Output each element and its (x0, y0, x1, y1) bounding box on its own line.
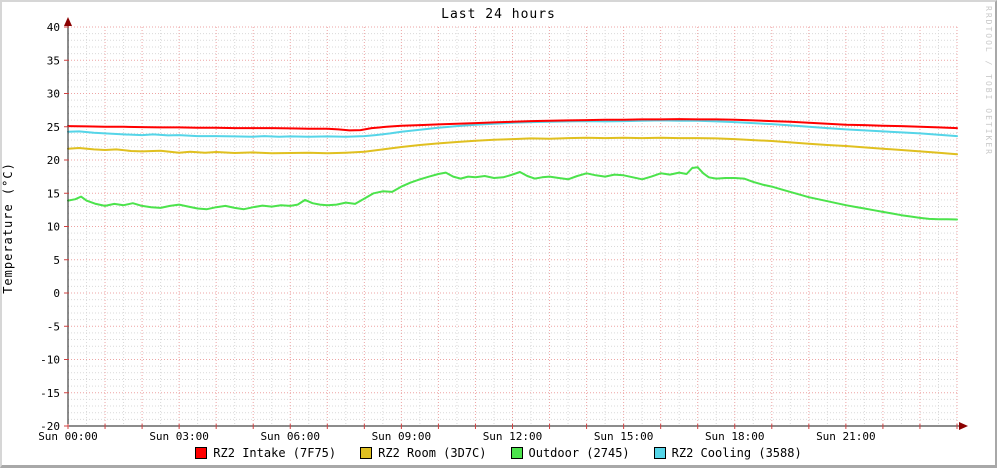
x-axis-arrow (959, 422, 968, 430)
x-tick-label: Sun 03:00 (149, 430, 209, 443)
y-tick-label: 30 (47, 88, 60, 101)
series-rz2-intake-7f75 (67, 118, 958, 132)
legend-label: Outdoor (2745) (528, 446, 630, 460)
legend-label: RZ2 Intake (7F75) (213, 446, 337, 460)
chart-legend: RZ2 Intake (7F75) RZ2 Room (3D7C) Outdoor … (2, 446, 995, 460)
rrdtool-watermark: RRDTOOL / TOBI OETIKER (984, 6, 993, 156)
legend-swatch (653, 447, 666, 459)
series-group (67, 118, 958, 221)
x-tick-label: Sun 06:00 (260, 430, 320, 443)
tick-marks (64, 26, 958, 429)
legend-item: Outdoor (2745) (510, 446, 630, 460)
grid-major (68, 26, 958, 427)
x-tick-label: Sun 18:00 (705, 430, 765, 443)
y-axis-arrow (64, 17, 72, 26)
legend-label: RZ2 Cooling (3588) (671, 446, 802, 460)
x-tick-label: Sun 15:00 (594, 430, 654, 443)
legend-swatch (195, 447, 208, 459)
legend-item: RZ2 Cooling (3588) (653, 446, 802, 460)
y-tick-label: -5 (47, 320, 60, 333)
y-tick-label: 10 (47, 221, 60, 234)
y-tick-label: -10 (40, 354, 60, 367)
y-tick-label: 15 (47, 187, 60, 200)
legend-swatch (510, 447, 523, 459)
x-tick-label: Sun 21:00 (816, 430, 876, 443)
x-tick-label: Sun 09:00 (372, 430, 432, 443)
y-tick-label: 20 (47, 154, 60, 167)
y-tick-label: 5 (53, 254, 60, 267)
tick-labels: -20 -15 -10 -5 0 5 10 15 20 25 30 35 40 Sun 00:00 Sun … (38, 21, 875, 443)
axes (64, 17, 968, 430)
y-tick-label: -20 (40, 420, 60, 433)
x-tick-label: Sun 12:00 (483, 430, 543, 443)
y-tick-label: -15 (40, 387, 60, 400)
y-tick-label: 35 (47, 54, 60, 67)
series-rz2-room-3d7c (67, 136, 958, 156)
legend-swatch (360, 447, 373, 459)
chart-title: Last 24 hours (441, 7, 556, 22)
y-tick-label: 0 (53, 287, 60, 300)
y-tick-label: 40 (47, 21, 60, 34)
legend-label: RZ2 Room (3D7C) (378, 446, 487, 460)
x-tick-label: Sun 00:00 (38, 430, 98, 443)
legend-item: RZ2 Intake (7F75) (195, 446, 336, 460)
series-outdoor-2745 (67, 166, 958, 221)
series-rz2-cooling-3588 (67, 119, 958, 138)
legend-item: RZ2 Room (3D7C) (360, 446, 487, 460)
y-tick-label: 25 (47, 121, 60, 134)
